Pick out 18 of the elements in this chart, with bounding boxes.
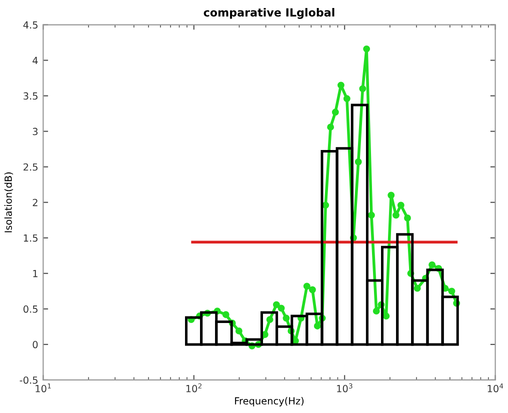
chart-title: comparative ILglobal — [204, 8, 334, 19]
y-tick-label: 4.5 — [23, 21, 38, 29]
y-axis-title: Isolation(dB) — [4, 172, 14, 232]
y-tick-label: 3 — [32, 128, 38, 136]
y-tick-label: 0 — [32, 340, 38, 348]
y-tick-label: 0.5 — [24, 305, 38, 313]
y-tick-label: 1 — [33, 270, 38, 278]
y-tick-label: 3.5 — [24, 92, 38, 100]
y-tick-label: 2.5 — [24, 163, 38, 171]
x-axis-title: Frequency(Hz) — [235, 397, 304, 406]
x-tick-label: 10$^{4}$ — [488, 383, 504, 392]
x-tick-label: 10$^{1}$ — [36, 383, 51, 392]
x-tick-label: 10$^{2}$ — [186, 383, 202, 392]
y-tick-label: -0.5 — [20, 376, 38, 384]
y-tick-label: 4 — [32, 56, 38, 64]
x-tick-label: 10$^{3}$ — [337, 383, 352, 392]
y-tick-label: 2 — [32, 198, 38, 206]
y-tick-label: 1.5 — [24, 234, 38, 242]
